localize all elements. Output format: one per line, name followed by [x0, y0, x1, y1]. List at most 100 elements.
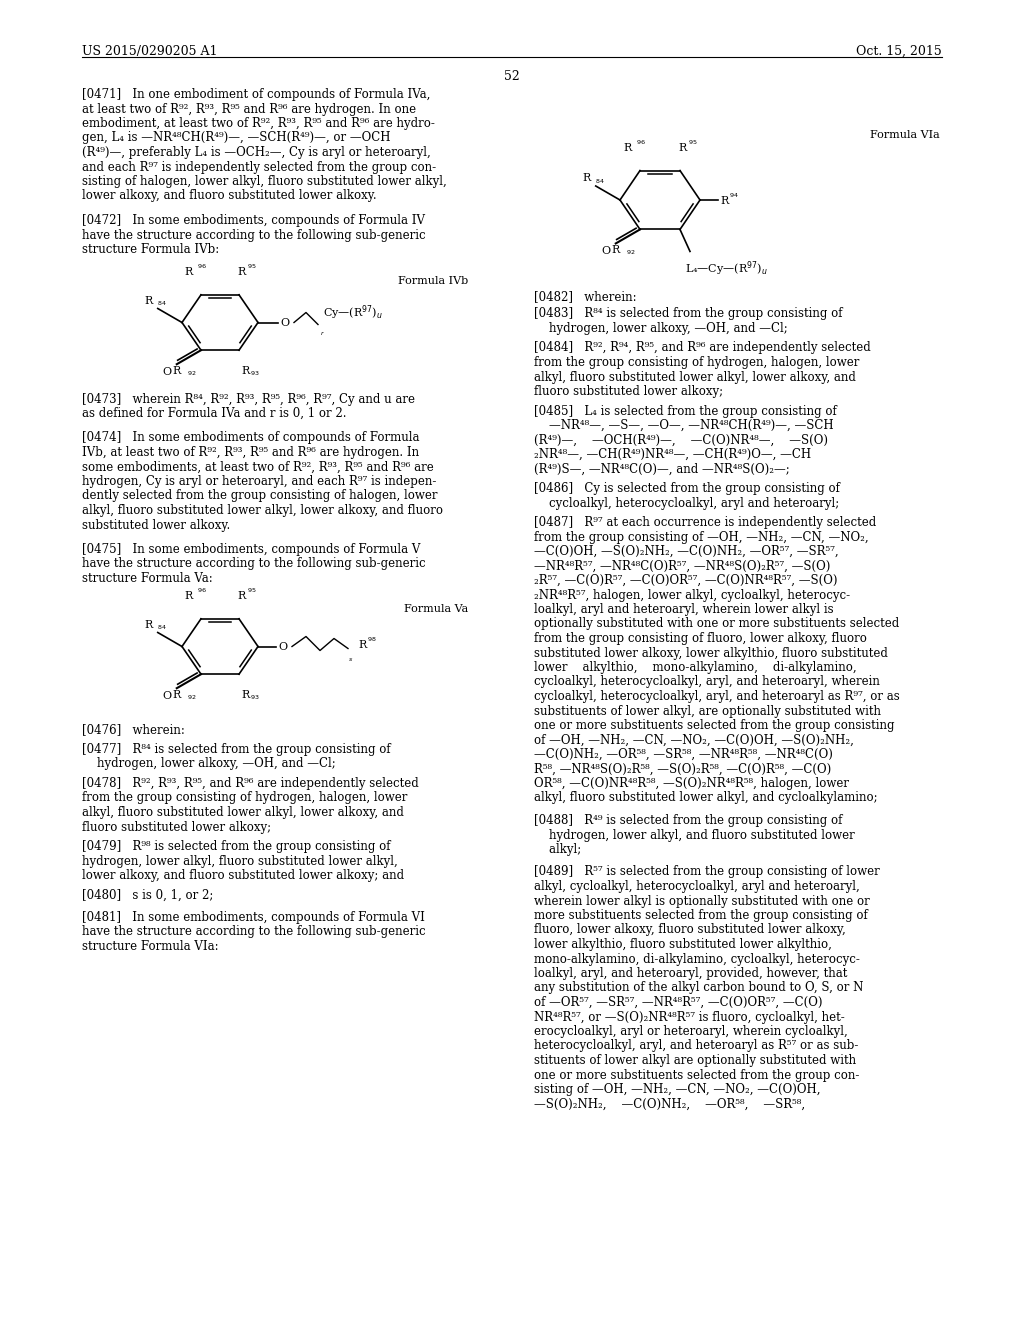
Text: [0484]   R⁹², R⁹⁴, R⁹⁵, and R⁹⁶ are independently selected: [0484] R⁹², R⁹⁴, R⁹⁵, and R⁹⁶ are indepe…	[534, 342, 870, 355]
Text: [0475]   In some embodiments, compounds of Formula V: [0475] In some embodiments, compounds of…	[82, 543, 421, 556]
Text: [0482]   wherein:: [0482] wherein:	[534, 290, 637, 304]
Text: [0488]   R⁴⁹ is selected from the group consisting of: [0488] R⁴⁹ is selected from the group co…	[534, 814, 843, 828]
Text: sisting of halogen, lower alkyl, fluoro substituted lower alkyl,: sisting of halogen, lower alkyl, fluoro …	[82, 176, 446, 187]
Text: dently selected from the group consisting of halogen, lower: dently selected from the group consistin…	[82, 490, 437, 503]
Text: alkyl, fluoro substituted lower alkyl, lower alkoxy, and: alkyl, fluoro substituted lower alkyl, l…	[82, 807, 403, 818]
Text: R: R	[144, 619, 153, 630]
Text: R: R	[144, 296, 153, 305]
Text: from the group consisting of hydrogen, halogen, lower: from the group consisting of hydrogen, h…	[82, 792, 408, 804]
Text: hydrogen, lower alkoxy, —OH, and —Cl;: hydrogen, lower alkoxy, —OH, and —Cl;	[534, 322, 787, 335]
Text: R: R	[624, 143, 632, 153]
Text: ₂NR⁴⁸—, —CH(R⁴⁹)NR⁴⁸—, —CH(R⁴⁹)O—, —CH: ₂NR⁴⁸—, —CH(R⁴⁹)NR⁴⁸—, —CH(R⁴⁹)O—, —CH	[534, 447, 811, 461]
Text: [0483]   R⁸⁴ is selected from the group consisting of: [0483] R⁸⁴ is selected from the group co…	[534, 308, 843, 321]
Text: lower alkylthio, fluoro substituted lower alkylthio,: lower alkylthio, fluoro substituted lowe…	[534, 939, 831, 950]
Text: hydrogen, Cy is aryl or heteroaryl, and each R⁹⁷ is indepen-: hydrogen, Cy is aryl or heteroaryl, and …	[82, 475, 436, 488]
Text: —NR⁴⁸R⁵⁷, —NR⁴⁸C(O)R⁵⁷, —NR⁴⁸S(O)₂R⁵⁷, —S(O): —NR⁴⁸R⁵⁷, —NR⁴⁸C(O)R⁵⁷, —NR⁴⁸S(O)₂R⁵⁷, —…	[534, 560, 830, 573]
Text: lower    alkylthio,    mono-alkylamino,    di-alkylamino,: lower alkylthio, mono-alkylamino, di-alk…	[534, 661, 857, 675]
Text: R: R	[678, 143, 686, 153]
Text: R⁵⁸, —NR⁴⁸S(O)₂R⁵⁸, —S(O)₂R⁵⁸, —C(O)R⁵⁸, —C(O): R⁵⁸, —NR⁴⁸S(O)₂R⁵⁸, —S(O)₂R⁵⁸, —C(O)R⁵⁸,…	[534, 763, 831, 776]
Text: alkyl;: alkyl;	[534, 843, 582, 855]
Text: O: O	[602, 247, 610, 256]
Text: 52: 52	[504, 70, 520, 83]
Text: fluoro substituted lower alkoxy;: fluoro substituted lower alkoxy;	[82, 821, 271, 833]
Text: $^{96}$: $^{96}$	[197, 587, 207, 597]
Text: one or more substituents selected from the group consisting: one or more substituents selected from t…	[534, 719, 895, 733]
Text: R: R	[173, 366, 181, 376]
Text: cycloalkyl, heterocycloalkyl, aryl, and heteroaryl as R⁹⁷, or as: cycloalkyl, heterocycloalkyl, aryl, and …	[534, 690, 900, 704]
Text: L₄—Cy—(R$^{97}$)$_{u}$: L₄—Cy—(R$^{97}$)$_{u}$	[685, 260, 768, 279]
Text: $^{98}$: $^{98}$	[367, 638, 377, 645]
Text: R: R	[241, 690, 249, 700]
Text: and each R⁹⁷ is independently selected from the group con-: and each R⁹⁷ is independently selected f…	[82, 161, 436, 173]
Text: ₂NR⁴⁸R⁵⁷, halogen, lower alkyl, cycloalkyl, heterocyc-: ₂NR⁴⁸R⁵⁷, halogen, lower alkyl, cycloalk…	[534, 589, 850, 602]
Text: alkyl, fluoro substituted lower alkyl, and cycloalkylamino;: alkyl, fluoro substituted lower alkyl, a…	[534, 792, 878, 804]
Text: substituents of lower alkyl, are optionally substituted with: substituents of lower alkyl, are optiona…	[534, 705, 881, 718]
Text: [0485]   L₄ is selected from the group consisting of: [0485] L₄ is selected from the group con…	[534, 404, 837, 417]
Text: any substitution of the alkyl carbon bound to O, S, or N: any substitution of the alkyl carbon bou…	[534, 982, 863, 994]
Text: [0480]   s is 0, 1, or 2;: [0480] s is 0, 1, or 2;	[82, 888, 213, 902]
Text: alkyl, fluoro substituted lower alkyl, lower alkoxy, and: alkyl, fluoro substituted lower alkyl, l…	[534, 371, 856, 384]
Text: $^{95}$: $^{95}$	[247, 264, 257, 273]
Text: gen, L₄ is —NR⁴⁸CH(R⁴⁹)—, —SCH(R⁴⁹)—, or —OCH: gen, L₄ is —NR⁴⁸CH(R⁴⁹)—, —SCH(R⁴⁹)—, or…	[82, 132, 390, 144]
Text: loalkyl, aryl, and heteroaryl, provided, however, that: loalkyl, aryl, and heteroaryl, provided,…	[534, 968, 848, 979]
Text: —S(O)₂NH₂,    —C(O)NH₂,    —OR⁵⁸,    —SR⁵⁸,: —S(O)₂NH₂, —C(O)NH₂, —OR⁵⁸, —SR⁵⁸,	[534, 1097, 805, 1110]
Text: R: R	[358, 640, 367, 651]
Text: have the structure according to the following sub-generic: have the structure according to the foll…	[82, 557, 426, 570]
Text: $^{93}$: $^{93}$	[250, 694, 259, 704]
Text: erocycloalkyl, aryl or heteroaryl, wherein cycloalkyl,: erocycloalkyl, aryl or heteroaryl, where…	[534, 1026, 848, 1038]
Text: $^{84}$: $^{84}$	[157, 624, 167, 634]
Text: US 2015/0290205 A1: US 2015/0290205 A1	[82, 45, 217, 58]
Text: $^{84}$: $^{84}$	[595, 178, 604, 187]
Text: structure Formula IVb:: structure Formula IVb:	[82, 243, 219, 256]
Text: R: R	[237, 591, 246, 601]
Text: R: R	[237, 267, 246, 277]
Text: R: R	[241, 366, 249, 376]
Text: (R⁴⁹)—,    —OCH(R⁴⁹)—,    —C(O)NR⁴⁸—,    —S(O): (R⁴⁹)—, —OCH(R⁴⁹)—, —C(O)NR⁴⁸—, —S(O)	[534, 433, 828, 446]
Text: O: O	[163, 367, 172, 378]
Text: loalkyl, aryl and heteroaryl, wherein lower alkyl is: loalkyl, aryl and heteroaryl, wherein lo…	[534, 603, 834, 616]
Text: wherein lower alkyl is optionally substituted with one or: wherein lower alkyl is optionally substi…	[534, 895, 869, 908]
Text: R: R	[611, 246, 620, 256]
Text: (R⁴⁹)—, preferably L₄ is —OCH₂—, Cy is aryl or heteroaryl,: (R⁴⁹)—, preferably L₄ is —OCH₂—, Cy is a…	[82, 147, 431, 158]
Text: $_{r}$: $_{r}$	[319, 329, 325, 338]
Text: $^{95}$: $^{95}$	[688, 140, 697, 149]
Text: hydrogen, lower alkyl, and fluoro substituted lower: hydrogen, lower alkyl, and fluoro substi…	[534, 829, 855, 842]
Text: NR⁴⁸R⁵⁷, or —S(O)₂NR⁴⁸R⁵⁷ is fluoro, cycloalkyl, het-: NR⁴⁸R⁵⁷, or —S(O)₂NR⁴⁸R⁵⁷ is fluoro, cyc…	[534, 1011, 845, 1023]
Text: Cy—(R$^{97}$)$_{u}$: Cy—(R$^{97}$)$_{u}$	[323, 304, 383, 322]
Text: fluoro, lower alkoxy, fluoro substituted lower alkoxy,: fluoro, lower alkoxy, fluoro substituted…	[534, 924, 846, 936]
Text: more substituents selected from the group consisting of: more substituents selected from the grou…	[534, 909, 867, 921]
Text: structure Formula VIa:: structure Formula VIa:	[82, 940, 219, 953]
Text: [0487]   R⁹⁷ at each occurrence is independently selected: [0487] R⁹⁷ at each occurrence is indepen…	[534, 516, 877, 529]
Text: of —OR⁵⁷, —SR⁵⁷, —NR⁴⁸R⁵⁷, —C(O)OR⁵⁷, —C(O): of —OR⁵⁷, —SR⁵⁷, —NR⁴⁸R⁵⁷, —C(O)OR⁵⁷, —C…	[534, 997, 822, 1008]
Text: Oct. 15, 2015: Oct. 15, 2015	[856, 45, 942, 58]
Text: mono-alkylamino, di-alkylamino, cycloalkyl, heterocyc-: mono-alkylamino, di-alkylamino, cycloalk…	[534, 953, 860, 965]
Text: hydrogen, lower alkoxy, —OH, and —Cl;: hydrogen, lower alkoxy, —OH, and —Cl;	[82, 758, 336, 771]
Text: structure Formula Va:: structure Formula Va:	[82, 572, 213, 585]
Text: cycloalkyl, heterocycloalkyl, aryl and heteroaryl;: cycloalkyl, heterocycloalkyl, aryl and h…	[534, 496, 840, 510]
Text: —NR⁴⁸—, —S—, —O—, —NR⁴⁸CH(R⁴⁹)—, —SCH: —NR⁴⁸—, —S—, —O—, —NR⁴⁸CH(R⁴⁹)—, —SCH	[534, 418, 834, 432]
Text: [0481]   In some embodiments, compounds of Formula VI: [0481] In some embodiments, compounds of…	[82, 911, 425, 924]
Text: heterocycloalkyl, aryl, and heteroaryl as R⁵⁷ or as sub-: heterocycloalkyl, aryl, and heteroaryl a…	[534, 1040, 858, 1052]
Text: as defined for Formula IVa and r is 0, 1 or 2.: as defined for Formula IVa and r is 0, 1…	[82, 407, 346, 420]
Text: —C(O)NH₂, —OR⁵⁸, —SR⁵⁸, —NR⁴⁸R⁵⁸, —NR⁴⁸C(O): —C(O)NH₂, —OR⁵⁸, —SR⁵⁸, —NR⁴⁸R⁵⁸, —NR⁴⁸C…	[534, 748, 833, 762]
Text: substituted lower alkoxy, lower alkylthio, fluoro substituted: substituted lower alkoxy, lower alkylthi…	[534, 647, 888, 660]
Text: [0473]   wherein R⁸⁴, R⁹², R⁹³, R⁹⁵, R⁹⁶, R⁹⁷, Cy and u are: [0473] wherein R⁸⁴, R⁹², R⁹³, R⁹⁵, R⁹⁶, …	[82, 392, 415, 405]
Text: [0474]   In some embodiments of compounds of Formula: [0474] In some embodiments of compounds …	[82, 432, 420, 445]
Text: of —OH, —NH₂, —CN, —NO₂, —C(O)OH, —S(O)₂NH₂,: of —OH, —NH₂, —CN, —NO₂, —C(O)OH, —S(O)₂…	[534, 734, 854, 747]
Text: Formula Va: Formula Va	[403, 605, 468, 615]
Text: embodiment, at least two of R⁹², R⁹³, R⁹⁵ and R⁹⁶ are hydro-: embodiment, at least two of R⁹², R⁹³, R⁹…	[82, 117, 435, 129]
Text: $^{96}$: $^{96}$	[197, 264, 207, 273]
Text: alkyl, fluoro substituted lower alkyl, lower alkoxy, and fluoro: alkyl, fluoro substituted lower alkyl, l…	[82, 504, 443, 517]
Text: sisting of —OH, —NH₂, —CN, —NO₂, —C(O)OH,: sisting of —OH, —NH₂, —CN, —NO₂, —C(O)OH…	[534, 1082, 820, 1096]
Text: from the group consisting of hydrogen, halogen, lower: from the group consisting of hydrogen, h…	[534, 356, 859, 370]
Text: R: R	[173, 690, 181, 700]
Text: one or more substituents selected from the group con-: one or more substituents selected from t…	[534, 1068, 859, 1081]
Text: $^{92}$: $^{92}$	[626, 249, 636, 259]
Text: $^{84}$: $^{84}$	[157, 301, 167, 309]
Text: $^{95}$: $^{95}$	[247, 587, 257, 597]
Text: $_{s}$: $_{s}$	[348, 655, 353, 664]
Text: O: O	[280, 318, 289, 329]
Text: have the structure according to the following sub-generic: have the structure according to the foll…	[82, 925, 426, 939]
Text: [0471]   In one embodiment of compounds of Formula IVa,: [0471] In one embodiment of compounds of…	[82, 88, 430, 102]
Text: O: O	[163, 692, 172, 701]
